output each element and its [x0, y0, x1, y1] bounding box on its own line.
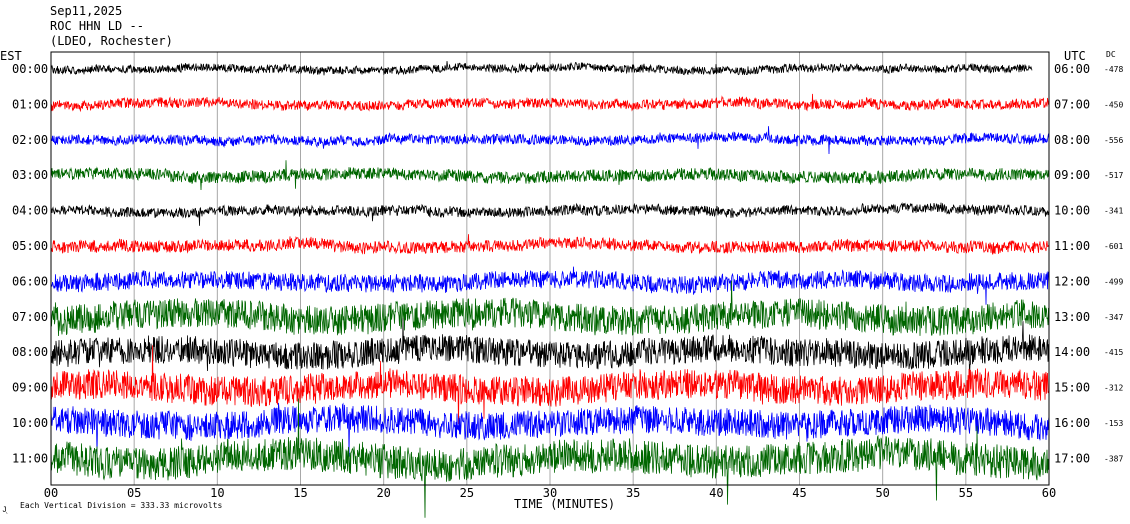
dc-label-4: -341 — [1104, 207, 1123, 216]
trace-0200 — [50, 126, 1050, 155]
utc-label-1700: 17:00 — [1054, 451, 1090, 465]
dc-offset-labels: -478 -450 -556 -517 -341 -601 -499 -347 -415 -312… — [1104, 65, 1123, 463]
utc-label-1000: 10:00 — [1054, 204, 1090, 218]
dc-label-2: -556 — [1104, 136, 1123, 145]
x-tick-25: 25 — [460, 486, 474, 500]
est-label-0100: 01:00 — [12, 97, 48, 111]
trace-0100 — [50, 93, 1050, 113]
est-label-0600: 06:00 — [12, 274, 48, 288]
x-tick-30: 30 — [543, 486, 557, 500]
plot-frame — [50, 51, 1050, 486]
x-tick-15: 15 — [293, 486, 307, 500]
dc-label-7: -347 — [1104, 313, 1123, 322]
est-label-0300: 03:00 — [12, 168, 48, 182]
utc-label-1500: 15:00 — [1054, 381, 1090, 395]
time-gridlines — [133, 52, 967, 485]
dc-label-8: -415 — [1104, 348, 1123, 357]
trace-0700 — [50, 280, 1050, 337]
header-network: (LDEO, Rochester) — [50, 34, 173, 48]
corner-mark: Jͅ — [2, 505, 8, 514]
x-tick-60: 60 — [1042, 486, 1056, 500]
utc-label-1600: 16:00 — [1054, 416, 1090, 430]
est-label-0000: 00:00 — [12, 62, 48, 76]
trace-1000 — [50, 402, 1050, 457]
est-label-0800: 08:00 — [12, 345, 48, 359]
dc-label-10: -153 — [1104, 419, 1123, 428]
x-tick-00: 00 — [44, 486, 58, 500]
trace-0000 — [50, 61, 1033, 76]
utc-label-1100: 11:00 — [1054, 239, 1090, 253]
est-hour-labels: 00:00 01:00 02:00 03:00 04:00 05:00 06:00 07:00… — [12, 62, 48, 465]
utc-axis-label: UTC — [1064, 49, 1086, 63]
est-label-0500: 05:00 — [12, 239, 48, 253]
x-tick-45: 45 — [792, 486, 806, 500]
est-label-0400: 04:00 — [12, 204, 48, 218]
x-tick-labels: 00 05 10 15 20 25 30 35 40 45 50 55 60 — [44, 486, 1056, 500]
x-tick-10: 10 — [210, 486, 224, 500]
x-tick-40: 40 — [709, 486, 723, 500]
dc-label-6: -499 — [1104, 277, 1123, 286]
x-tick-35: 35 — [626, 486, 640, 500]
utc-label-0900: 09:00 — [1054, 168, 1090, 182]
x-tick-20: 20 — [376, 486, 390, 500]
trace-0500 — [50, 234, 1050, 255]
header-station: ROC HHN LD -- — [50, 19, 144, 33]
est-label-0200: 02:00 — [12, 133, 48, 147]
utc-label-1200: 12:00 — [1054, 274, 1090, 288]
scale-note: Each Vertical Division = 333.33 microvol… — [20, 501, 222, 510]
dc-label-5: -601 — [1104, 242, 1123, 251]
est-label-0900: 09:00 — [12, 381, 48, 395]
trace-0600 — [50, 266, 1050, 305]
trace-0300 — [50, 160, 1050, 191]
est-label-1100: 11:00 — [12, 451, 48, 465]
dc-label-3: -517 — [1104, 171, 1123, 180]
est-label-1000: 10:00 — [12, 416, 48, 430]
dc-label-11: -387 — [1104, 454, 1123, 463]
est-axis-label: EST — [0, 49, 22, 63]
x-tick-55: 55 — [959, 486, 973, 500]
utc-label-0600: 06:00 — [1054, 62, 1090, 76]
utc-label-1300: 13:00 — [1054, 310, 1090, 324]
header-date: Sep11,2025 — [50, 4, 122, 18]
x-tick-50: 50 — [875, 486, 889, 500]
utc-label-0800: 08:00 — [1054, 133, 1090, 147]
trace-0400 — [50, 202, 1050, 226]
utc-label-0700: 07:00 — [1054, 97, 1090, 111]
trace-layer — [50, 61, 1050, 518]
dc-label-9: -312 — [1104, 384, 1123, 393]
x-axis-title: TIME (MINUTES) — [514, 497, 615, 511]
x-tick-05: 05 — [127, 486, 141, 500]
dc-label-0: -478 — [1104, 65, 1123, 74]
utc-hour-labels: 06:00 07:00 08:00 09:00 10:00 11:00 12:00 13:00… — [1054, 62, 1090, 465]
utc-label-1400: 14:00 — [1054, 345, 1090, 359]
trace-1100 — [50, 398, 1050, 518]
trace-0900 — [50, 345, 1050, 425]
est-label-0700: 07:00 — [12, 310, 48, 324]
trace-0800 — [50, 318, 1050, 379]
dc-column-header: DC — [1106, 50, 1116, 59]
dc-label-1: -450 — [1104, 100, 1123, 109]
